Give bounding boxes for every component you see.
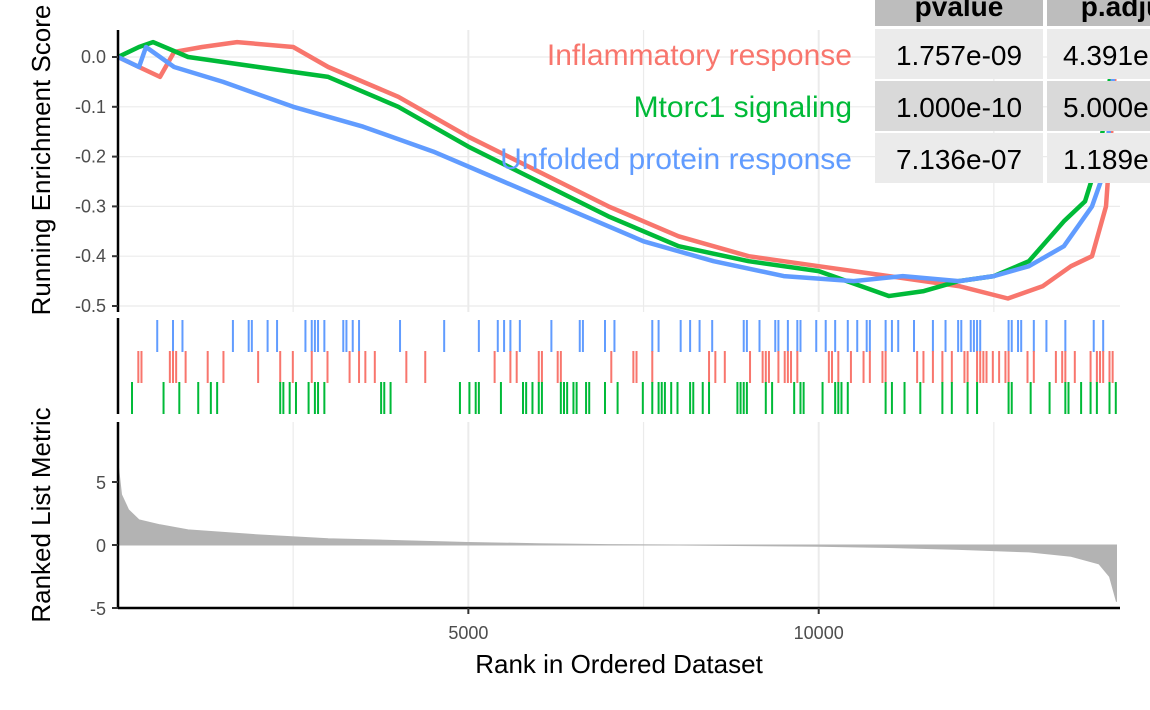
enrichment-series-line [117, 31, 1119, 284]
enrichment-series-line [117, 31, 1119, 299]
enrichment-lines [117, 31, 1119, 414]
table-row [875, 81, 1043, 131]
table-header: p.adju [1081, 0, 1150, 22]
bottom-y-tick-label: -5 [90, 599, 106, 619]
pvalue-cell: 1.757e-09 [896, 40, 1022, 71]
top-y-tick-label: -0.4 [75, 246, 106, 266]
top-y-axis-label: Running Enrichment Score [26, 5, 56, 316]
table-row [1047, 29, 1150, 79]
enrichment-series-line [117, 31, 1119, 301]
series-label: Mtorc1 signaling [634, 91, 852, 124]
x-tick-label: 5000 [448, 623, 488, 643]
table-row [875, 133, 1043, 183]
top-y-tick-label: -0.2 [75, 147, 106, 167]
pvalue-cell: 7.136e-07 [896, 144, 1022, 175]
bottom-y-tick-label: 0 [96, 536, 106, 556]
padj-cell: 5.000e [1063, 92, 1149, 123]
table-row [1047, 81, 1150, 131]
padj-cell: 4.391e [1063, 40, 1149, 71]
pvalue-cell: 1.000e-10 [896, 92, 1022, 123]
gene-hit-ticks [131, 320, 1117, 414]
top-y-tick-label: 0.0 [81, 47, 106, 67]
padj-cell: 1.189e [1063, 144, 1149, 175]
stats-table: pvalue p.adju 1.757e-09 4.391e Inflammatory … [500, 0, 1150, 183]
tick-labels: 0.0 -0.1 -0.2 -0.3 -0.4 -0.5 5 0 -5 5000 10000 [75, 47, 844, 643]
table-row [875, 29, 1043, 79]
series-label: Unfolded protein response [500, 143, 852, 176]
bottom-y-tick-label: 5 [96, 473, 106, 493]
ranked-metric-area [117, 463, 1117, 602]
bottom-y-axis-label: Ranked List Metric [26, 407, 56, 622]
top-y-tick-label: -0.5 [75, 296, 106, 316]
x-tick-label: 10000 [794, 623, 844, 643]
table-header: pvalue [915, 0, 1004, 22]
ranked-metric-fill [117, 463, 1117, 602]
bottom-panel-grid [292, 422, 995, 608]
table-header-cell [1047, 0, 1150, 26]
top-y-tick-label: -0.1 [75, 97, 106, 117]
top-y-tick-label: -0.3 [75, 196, 106, 216]
table-header-cell [875, 0, 1043, 26]
series-label: Inflammatory response [547, 39, 852, 72]
x-axis-label: Rank in Ordered Dataset [475, 649, 763, 679]
axes [116, 30, 1120, 610]
table-row [1047, 133, 1150, 183]
axis-labels: Running Enrichment Score Ranked List Met… [26, 5, 764, 679]
